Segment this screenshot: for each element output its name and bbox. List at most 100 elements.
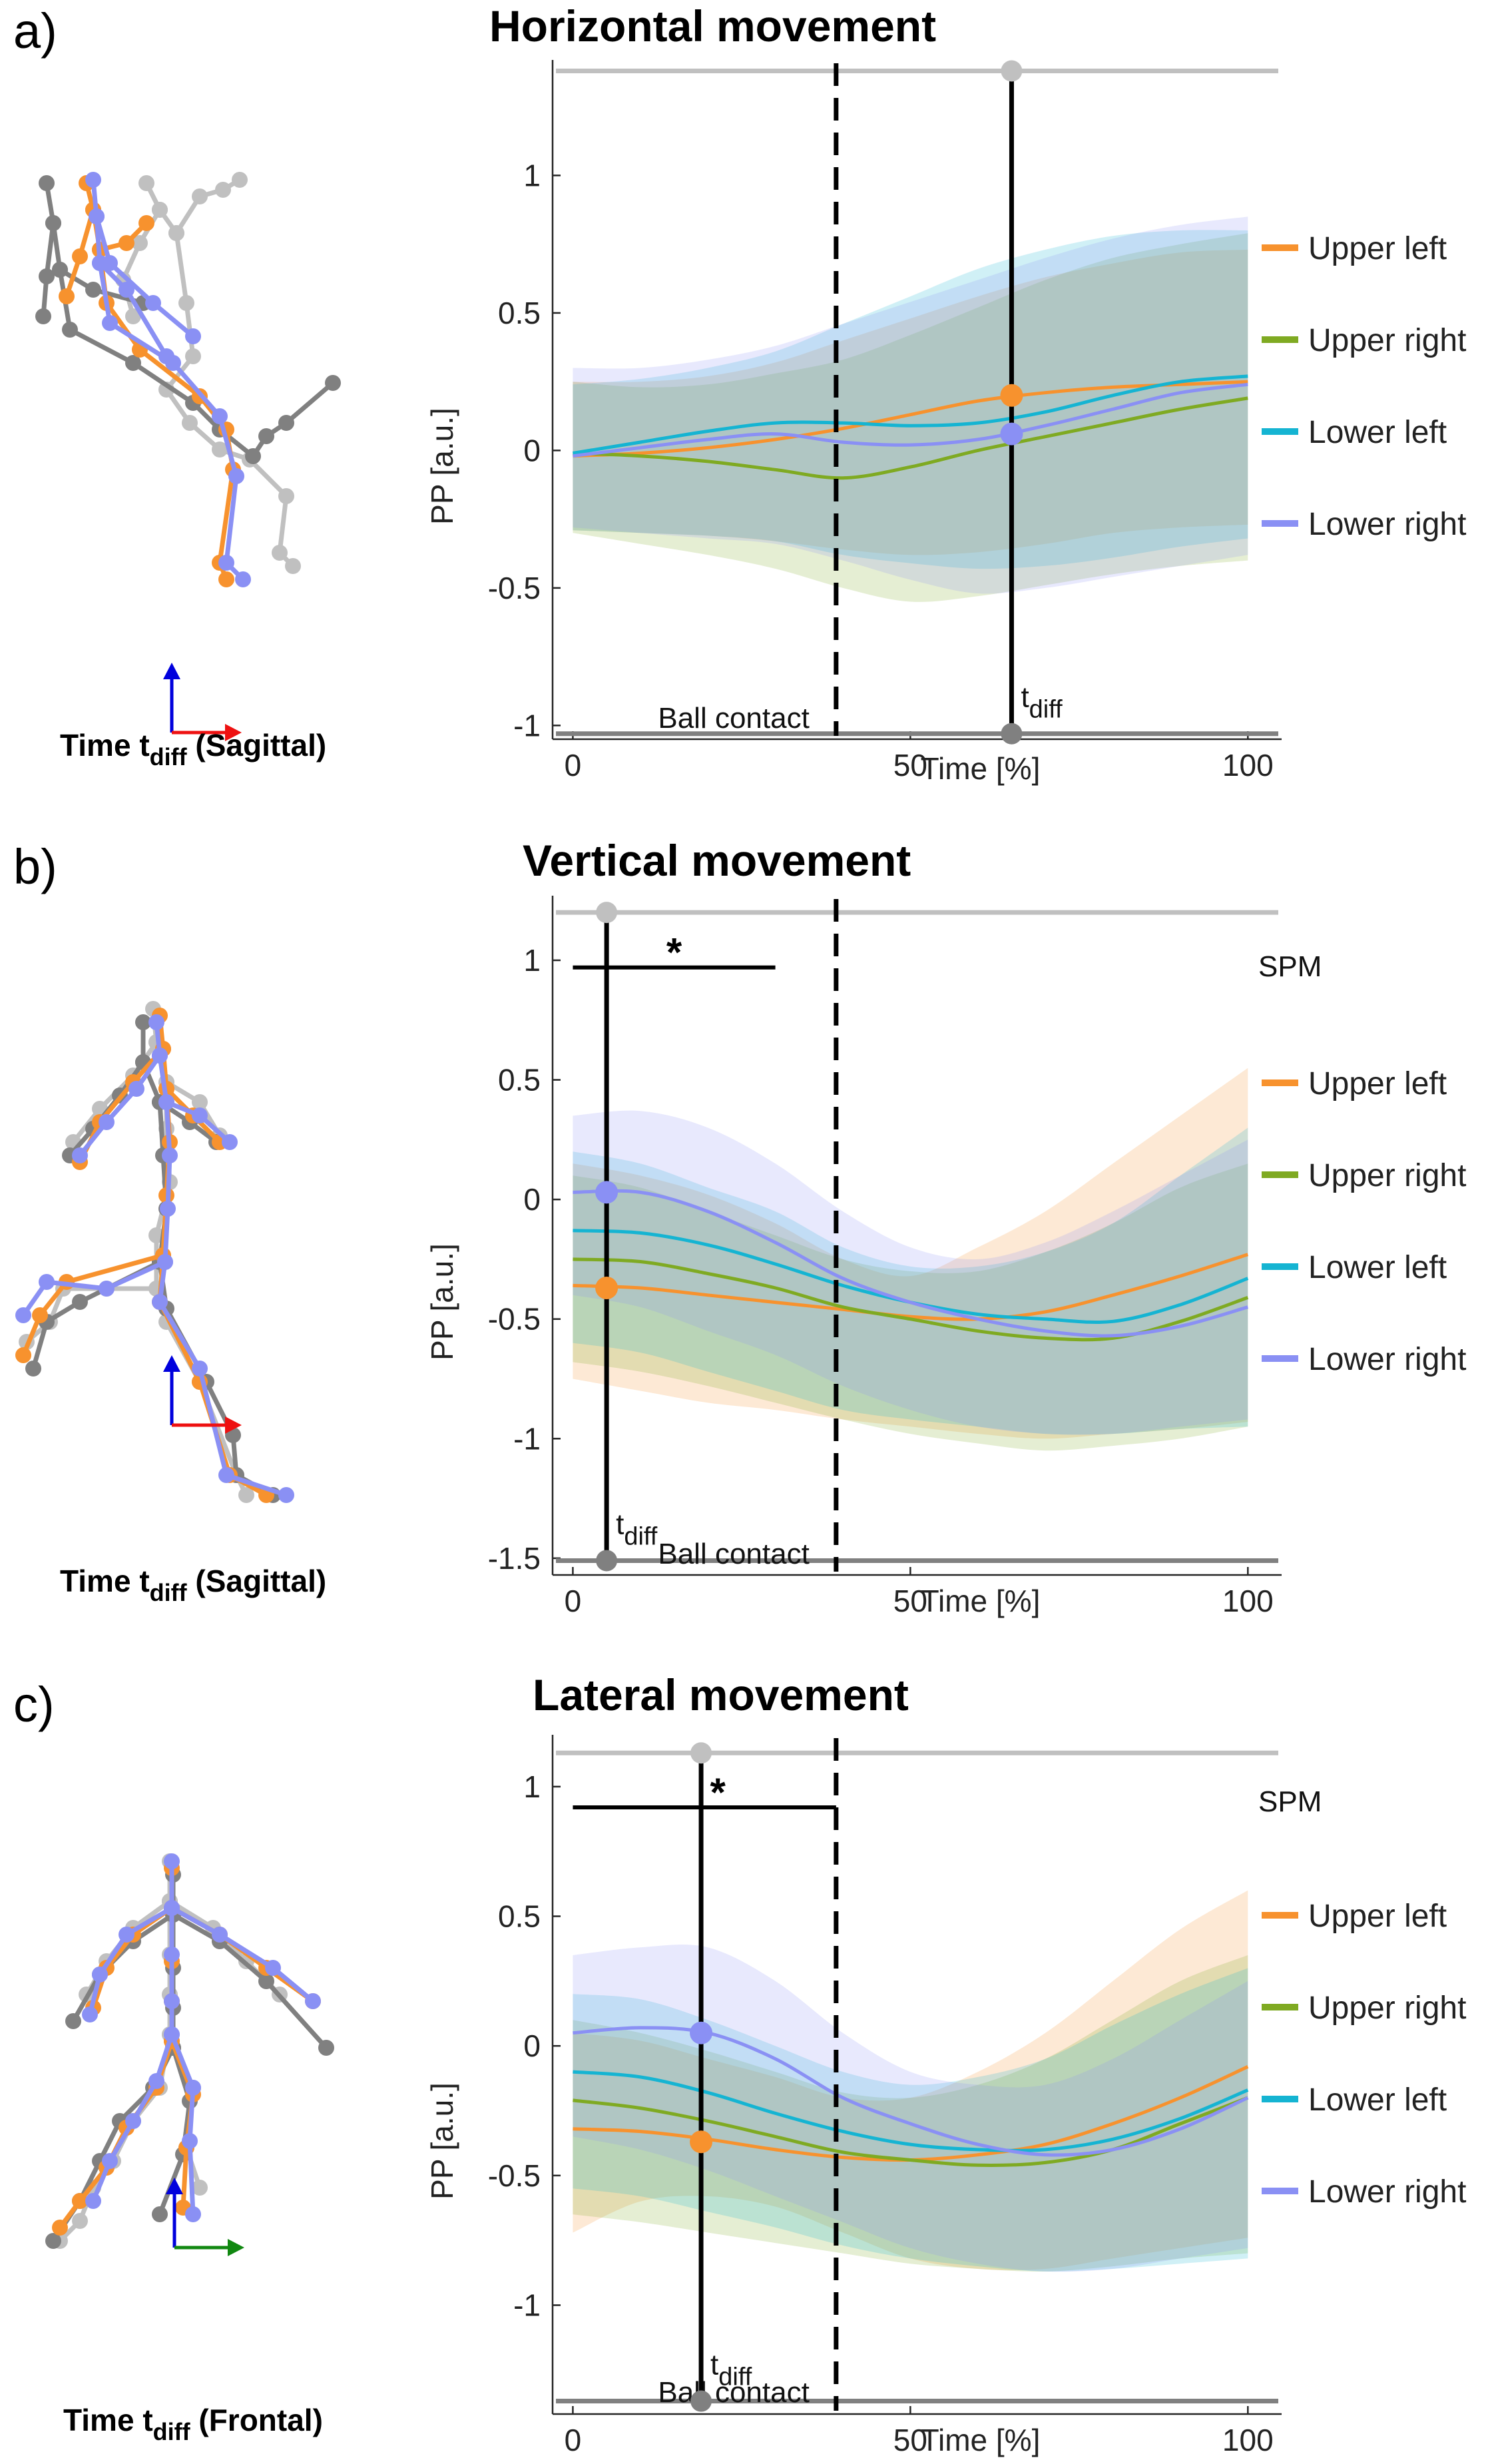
stick-joint: [135, 1014, 151, 1030]
stick-joint: [125, 355, 141, 371]
stick-segment: [87, 1905, 173, 2015]
stick-joint: [164, 1900, 180, 1916]
panel-a: a) Time tdiff (Sagittal) Horizontal move…: [13, 1, 1466, 786]
chart-title-b: Vertical movement: [523, 836, 911, 885]
line-lower-left: [573, 374, 1248, 455]
stick-joint: [152, 1048, 168, 1064]
y-tick-label: 0: [523, 1182, 541, 1217]
legend-label-lower-right: Lower right: [1308, 1342, 1466, 1377]
stick-joint: [99, 1281, 115, 1297]
stick-joint: [185, 328, 201, 344]
y-tick-label: -0.5: [488, 571, 541, 605]
stick-figure-sagittal-2: [15, 1001, 294, 1503]
marker-lower-right: [690, 2021, 713, 2044]
stick-joint: [138, 175, 154, 191]
stick-segment: [174, 177, 241, 234]
x-tick-label: 0: [565, 748, 582, 782]
stick-joint: [185, 2206, 201, 2222]
line-upper-right: [573, 396, 1248, 480]
x-tick-label: 100: [1222, 748, 1274, 782]
stick-joint: [102, 2153, 118, 2169]
chart-lateral: 1 0.5 0 -0.5 -1 0 50 100 Time [%] PP [a.u.] Ball c…: [425, 1735, 1466, 2457]
stick-segment: [21, 1253, 164, 1357]
panel-label-a: a): [13, 3, 57, 59]
top-reference-marker: [1001, 60, 1023, 82]
legend-label-lower-left: Lower left: [1308, 1250, 1447, 1285]
t-diff-sub: diff: [718, 2363, 752, 2391]
panel-label-b: b): [13, 839, 57, 894]
stick-joint: [132, 235, 148, 251]
stick-joint: [192, 1094, 208, 1110]
y-axis-label: PP [a.u.]: [425, 1243, 459, 1361]
x-tick-label: 50: [893, 748, 927, 782]
y-tick-label: 0.5: [498, 1063, 541, 1097]
y-tick-label: 1: [523, 943, 541, 978]
x-axis-label: Time [%]: [921, 1584, 1041, 1618]
stick-joint: [152, 2206, 168, 2222]
band-lower-right: [573, 1110, 1248, 1435]
stick-joint: [99, 1114, 115, 1130]
y-tick-label: -1: [513, 2288, 541, 2322]
stick-joint: [192, 1361, 208, 1377]
ball-contact-label: Ball contact: [658, 702, 809, 735]
y-tick-label: -1: [513, 708, 541, 743]
stick-joint: [102, 315, 118, 331]
band-lower-right: [573, 216, 1248, 594]
t-diff-base: t: [710, 2349, 718, 2381]
marker-upper-left: [1000, 384, 1023, 407]
stick-segment: [169, 2033, 196, 2215]
stick-joint: [192, 2180, 208, 2196]
caption-b-sub: diff: [150, 1579, 188, 1606]
stick-joint: [318, 2040, 334, 2056]
legend-label-lower-left: Lower left: [1308, 2082, 1447, 2118]
stick-joint: [152, 202, 168, 218]
caption-a-sub: diff: [150, 743, 188, 770]
stick-joint: [45, 215, 61, 231]
band-upper-left: [573, 1068, 1248, 1439]
caption-c: Time tdiff (Frontal): [63, 2403, 323, 2445]
stick-joint: [164, 2026, 180, 2042]
stick-joint: [178, 295, 194, 311]
y-axis-label: PP [a.u.]: [425, 2082, 459, 2200]
stick-joint: [245, 448, 261, 464]
legend-label-upper-left: Upper left: [1308, 231, 1447, 266]
stick-joint: [39, 268, 55, 284]
bottom-reference-marker: [1001, 723, 1023, 745]
axis-arrowhead-up: [163, 663, 180, 679]
t-diff-label: tdiff: [1021, 681, 1063, 724]
t-diff-base: t: [616, 1508, 624, 1540]
band-upper-left: [573, 1890, 1248, 2270]
stick-segment: [172, 1912, 328, 2050]
legend-note-c: SPM: [1258, 1785, 1322, 1818]
stick-joint: [285, 558, 301, 574]
stick-joint: [15, 1307, 31, 1323]
marker-lower-right: [595, 1181, 619, 1204]
stick-joint: [164, 1947, 180, 1963]
stick-joint: [85, 172, 101, 188]
band-upper-right: [573, 1955, 1248, 2272]
stick-joint: [192, 1107, 208, 1123]
axis-arrowhead-right: [225, 724, 242, 741]
axis-arrowhead-right: [225, 1416, 242, 1434]
stick-joint: [212, 408, 228, 424]
stick-joint: [158, 1094, 174, 1110]
x-tick-label: 100: [1222, 1584, 1274, 1618]
stick-joint: [119, 1927, 134, 1943]
stick-joint: [82, 2006, 98, 2022]
stick-joint: [72, 2213, 88, 2229]
legend-label-upper-right: Upper right: [1308, 323, 1466, 358]
line-upper-right: [573, 2096, 1249, 2167]
stick-joint: [278, 488, 294, 504]
x-axis-label: Time [%]: [921, 751, 1041, 786]
stick-joint: [62, 322, 78, 338]
caption-c-suffix: (Frontal): [190, 2403, 323, 2437]
ball-contact-label: Ball contact: [658, 2376, 809, 2409]
stick-joint: [158, 348, 174, 364]
stick-joint: [72, 248, 88, 264]
caption-b: Time tdiff (Sagittal): [60, 1564, 326, 1606]
stick-joint: [52, 262, 68, 278]
t-diff-sub: diff: [624, 1522, 657, 1550]
stick-joint: [325, 375, 341, 391]
stick-segment: [170, 1905, 315, 2003]
